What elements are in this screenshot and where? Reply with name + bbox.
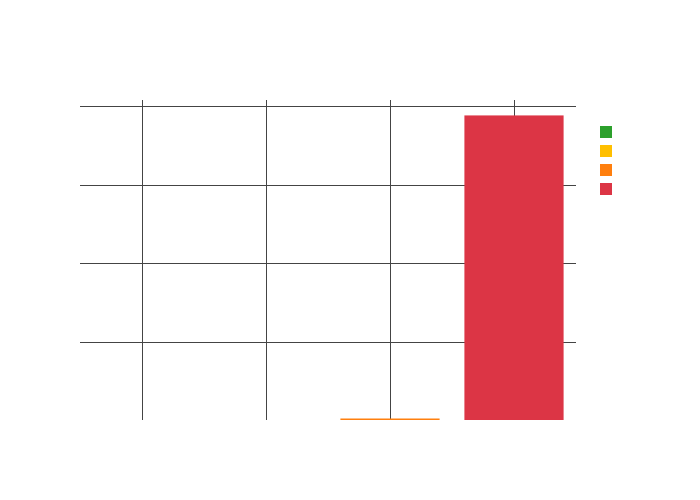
legend-swatch bbox=[600, 164, 612, 176]
bars-layer bbox=[340, 115, 564, 421]
legend-swatch bbox=[600, 145, 612, 157]
legend-swatch bbox=[600, 126, 612, 138]
legend-swatch bbox=[600, 183, 612, 195]
bar bbox=[464, 115, 564, 421]
bar bbox=[340, 418, 440, 420]
legend bbox=[600, 126, 612, 195]
